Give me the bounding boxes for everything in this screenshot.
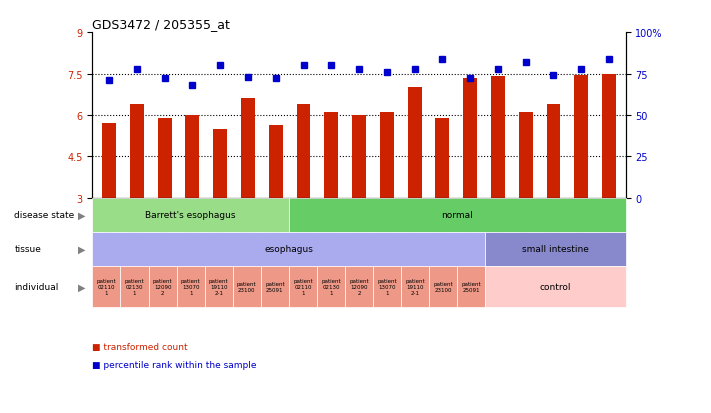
Bar [130, 104, 144, 198]
Text: patient
02110
1: patient 02110 1 [293, 278, 313, 295]
Text: small intestine: small intestine [522, 244, 589, 254]
Text: normal: normal [442, 211, 473, 220]
Text: ▶: ▶ [78, 244, 85, 254]
Text: patient
02130
1: patient 02130 1 [321, 278, 341, 295]
Text: patient
02130
1: patient 02130 1 [124, 278, 144, 295]
Text: GDS3472 / 205355_at: GDS3472 / 205355_at [92, 17, 230, 31]
Text: patient
25091: patient 25091 [461, 281, 481, 292]
Bar [213, 129, 227, 198]
Bar [574, 76, 588, 198]
Text: control: control [540, 282, 571, 291]
Bar [380, 113, 394, 198]
Text: individual: individual [14, 282, 58, 291]
Text: patient
13070
1: patient 13070 1 [378, 278, 397, 295]
Text: patient
12090
2: patient 12090 2 [153, 278, 172, 295]
Text: patient
19110
2-1: patient 19110 2-1 [209, 278, 228, 295]
Text: esophagus: esophagus [264, 244, 314, 254]
Text: patient
23100: patient 23100 [237, 281, 257, 292]
Text: ■ percentile rank within the sample: ■ percentile rank within the sample [92, 361, 257, 370]
Bar [602, 74, 616, 198]
Text: tissue: tissue [14, 244, 41, 254]
Bar [519, 113, 533, 198]
Bar [352, 116, 366, 198]
Text: patient
25091: patient 25091 [265, 281, 284, 292]
Bar [324, 113, 338, 198]
Bar [241, 99, 255, 198]
Text: patient
23100: patient 23100 [434, 281, 453, 292]
Text: patient
19110
2-1: patient 19110 2-1 [405, 278, 425, 295]
Bar [407, 88, 422, 198]
Text: patient
12090
2: patient 12090 2 [349, 278, 369, 295]
Text: Barrett's esophagus: Barrett's esophagus [146, 211, 236, 220]
Bar [102, 124, 116, 198]
Bar [269, 125, 283, 198]
Bar [547, 104, 560, 198]
Bar [296, 104, 311, 198]
Text: disease state: disease state [14, 211, 75, 220]
Bar [491, 77, 505, 198]
Bar [186, 116, 199, 198]
Text: ■ transformed count: ■ transformed count [92, 342, 188, 351]
Text: ▶: ▶ [78, 282, 85, 292]
Text: patient
02110
1: patient 02110 1 [97, 278, 117, 295]
Text: patient
13070
1: patient 13070 1 [181, 278, 201, 295]
Bar [158, 119, 171, 198]
Bar [435, 119, 449, 198]
Text: ▶: ▶ [78, 210, 85, 220]
Bar [463, 78, 477, 198]
